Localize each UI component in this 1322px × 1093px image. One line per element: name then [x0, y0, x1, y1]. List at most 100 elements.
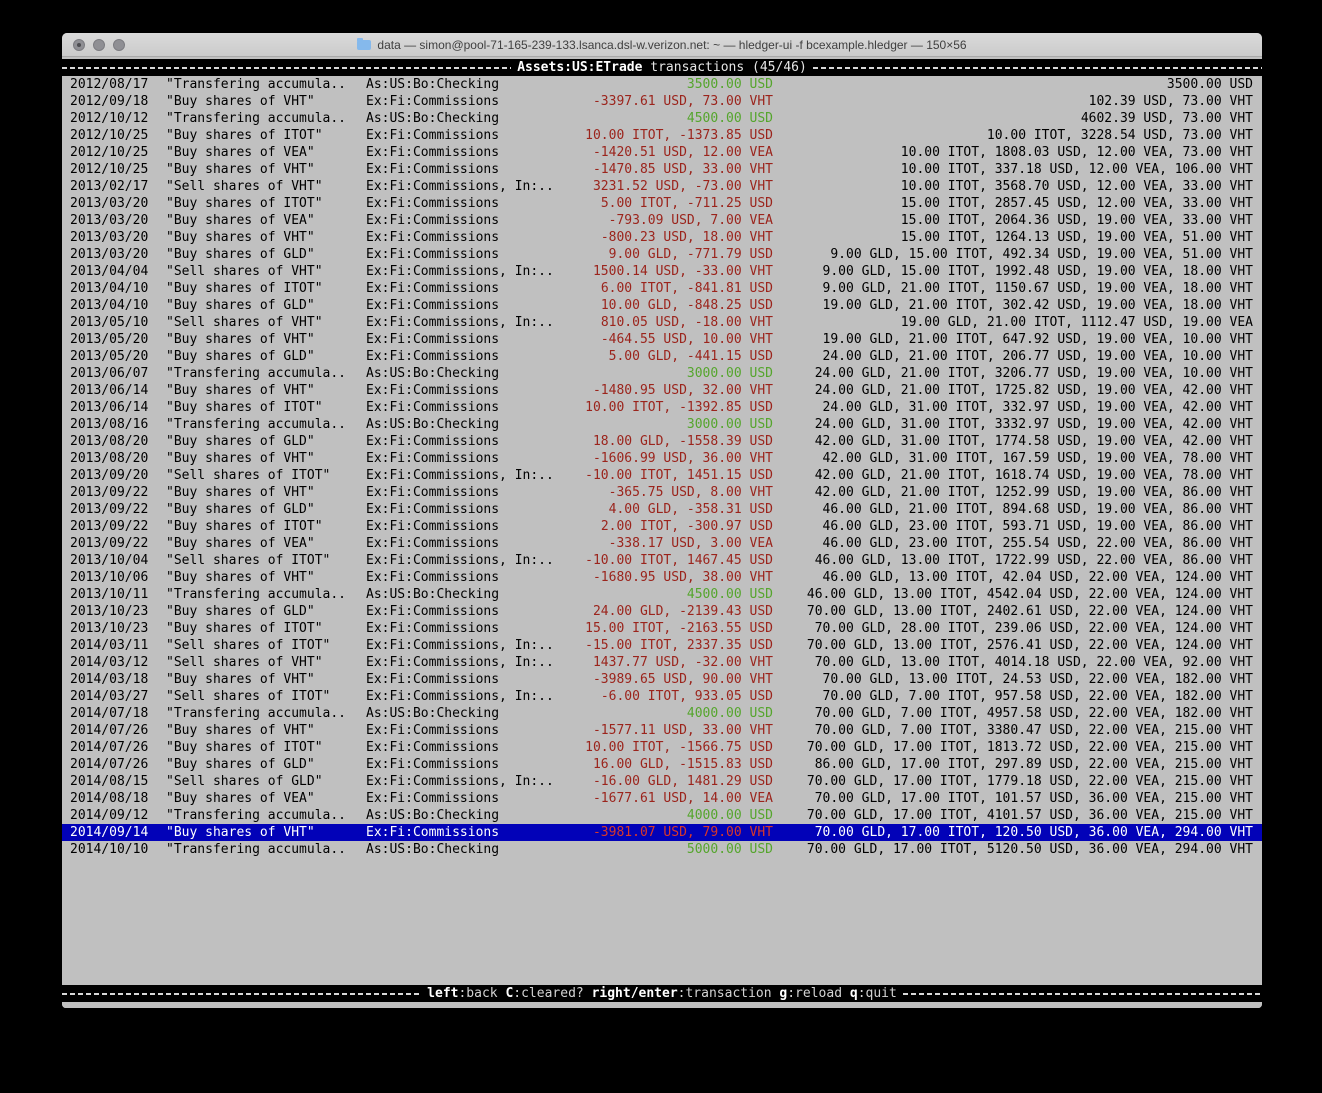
transaction-row[interactable]: 2013/09/22 "Buy shares of ITOT" Ex:Fi:Co… [62, 518, 1262, 535]
transaction-row[interactable]: 2013/04/10 "Buy shares of ITOT" Ex:Fi:Co… [62, 280, 1262, 297]
txn-date: 2013/08/16 [70, 417, 149, 432]
txn-description: "Buy shares of ITOT" [166, 196, 323, 211]
txn-running-balance: 15.00 ITOT, 2857.45 USD, 12.00 VEA, 33.0… [900, 196, 1253, 211]
transaction-row[interactable]: 2014/07/18 "Transfering accumula.. As:US… [62, 705, 1262, 722]
txn-change-amount: -16.00 GLD, 1481.29 USD [592, 774, 773, 789]
transaction-row[interactable]: 2013/04/10 "Buy shares of GLD" Ex:Fi:Com… [62, 297, 1262, 314]
txn-description: "Buy shares of GLD" [166, 502, 315, 517]
transaction-row[interactable]: 2013/05/10 "Sell shares of VHT" Ex:Fi:Co… [62, 314, 1262, 331]
transaction-row[interactable]: 2013/03/20 "Buy shares of ITOT" Ex:Fi:Co… [62, 195, 1262, 212]
transaction-row[interactable]: 2014/08/18 "Buy shares of VEA" Ex:Fi:Com… [62, 790, 1262, 807]
transaction-row[interactable]: 2013/10/04 "Sell shares of ITOT" Ex:Fi:C… [62, 552, 1262, 569]
txn-change-amount: 10.00 ITOT, -1373.85 USD [585, 128, 773, 143]
txn-description: "Sell shares of ITOT" [166, 553, 331, 568]
txn-running-balance: 70.00 GLD, 13.00 ITOT, 24.53 USD, 22.00 … [822, 672, 1253, 687]
transaction-row[interactable]: 2013/09/20 "Sell shares of ITOT" Ex:Fi:C… [62, 467, 1262, 484]
txn-description: "Buy shares of GLD" [166, 434, 315, 449]
transaction-row[interactable]: 2013/06/07 "Transfering accumula.. As:US… [62, 365, 1262, 382]
transaction-row[interactable]: 2013/06/14 "Buy shares of VHT" Ex:Fi:Com… [62, 382, 1262, 399]
screen-header-bar: Assets:US:ETrade transactions (45/46) [62, 59, 1262, 76]
txn-description: "Buy shares of ITOT" [166, 400, 323, 415]
txn-description: "Sell shares of VHT" [166, 264, 323, 279]
transaction-row[interactable]: 2013/02/17 "Sell shares of VHT" Ex:Fi:Co… [62, 178, 1262, 195]
txn-other-accounts: Ex:Fi:Commissions [366, 519, 500, 534]
transaction-row[interactable]: 2014/03/27 "Sell shares of ITOT" Ex:Fi:C… [62, 688, 1262, 705]
transaction-row[interactable]: 2012/08/17 "Transfering accumula.. As:US… [62, 76, 1262, 93]
txn-other-accounts: Ex:Fi:Commissions, In:.. [366, 553, 554, 568]
transaction-row[interactable]: 2013/03/20 "Buy shares of GLD" Ex:Fi:Com… [62, 246, 1262, 263]
txn-running-balance: 42.00 GLD, 21.00 ITOT, 1252.99 USD, 19.0… [814, 485, 1253, 500]
transaction-row[interactable]: 2014/07/26 "Buy shares of ITOT" Ex:Fi:Co… [62, 739, 1262, 756]
txn-change-amount: -1470.85 USD, 33.00 VHT [592, 162, 773, 177]
txn-change-amount: 15.00 ITOT, -2163.55 USD [585, 621, 773, 636]
txn-change-amount: 4500.00 USD [686, 111, 773, 126]
txn-date: 2013/03/20 [70, 213, 149, 228]
transaction-row[interactable]: 2013/03/20 "Buy shares of VEA" Ex:Fi:Com… [62, 212, 1262, 229]
txn-other-accounts: Ex:Fi:Commissions [366, 332, 500, 347]
txn-running-balance: 70.00 GLD, 17.00 ITOT, 101.57 USD, 36.00… [814, 791, 1253, 806]
transaction-row[interactable]: 2014/09/12 "Transfering accumula.. As:US… [62, 807, 1262, 824]
transaction-row[interactable]: 2013/09/22 "Buy shares of VHT" Ex:Fi:Com… [62, 484, 1262, 501]
txn-description: "Buy shares of ITOT" [166, 519, 323, 534]
txn-other-accounts: As:US:Bo:Checking [366, 842, 500, 857]
transaction-row[interactable]: 2013/09/22 "Buy shares of VEA" Ex:Fi:Com… [62, 535, 1262, 552]
screen-header-label: Assets:US:ETrade transactions (45/46) [511, 59, 813, 76]
transaction-row[interactable]: 2013/10/06 "Buy shares of VHT" Ex:Fi:Com… [62, 569, 1262, 586]
minimize-button[interactable] [93, 38, 105, 51]
txn-description: "Sell shares of VHT" [166, 315, 323, 330]
txn-description: "Buy shares of VHT" [166, 723, 315, 738]
transaction-row[interactable]: 2013/10/23 "Buy shares of ITOT" Ex:Fi:Co… [62, 620, 1262, 637]
transaction-row[interactable]: 2013/03/20 "Buy shares of VHT" Ex:Fi:Com… [62, 229, 1262, 246]
transaction-row[interactable]: 2012/10/25 "Buy shares of VHT" Ex:Fi:Com… [62, 161, 1262, 178]
transaction-row[interactable]: 2012/09/18 "Buy shares of VHT" Ex:Fi:Com… [62, 93, 1262, 110]
txn-date: 2013/10/04 [70, 553, 149, 568]
txn-running-balance: 70.00 GLD, 17.00 ITOT, 5120.50 USD, 36.0… [806, 842, 1253, 857]
transaction-row[interactable]: 2013/08/20 "Buy shares of VHT" Ex:Fi:Com… [62, 450, 1262, 467]
transaction-row[interactable]: 2013/06/14 "Buy shares of ITOT" Ex:Fi:Co… [62, 399, 1262, 416]
zoom-button[interactable] [113, 38, 125, 51]
txn-running-balance: 19.00 GLD, 21.00 ITOT, 647.92 USD, 19.00… [822, 332, 1253, 347]
txn-description: "Transfering accumula.. [166, 842, 347, 857]
transaction-row[interactable]: 2013/08/20 "Buy shares of GLD" Ex:Fi:Com… [62, 433, 1262, 450]
txn-date: 2014/09/14 [70, 825, 149, 840]
close-button[interactable] [73, 38, 85, 51]
transaction-row[interactable]: 2013/08/16 "Transfering accumula.. As:US… [62, 416, 1262, 433]
txn-description: "Buy shares of VHT" [166, 94, 315, 109]
window-titlebar[interactable]: data — simon@pool-71-165-239-133.lsanca.… [62, 33, 1262, 57]
transaction-row[interactable]: 2012/10/25 "Buy shares of ITOT" Ex:Fi:Co… [62, 127, 1262, 144]
transaction-row[interactable]: 2014/09/14 "Buy shares of VHT" Ex:Fi:Com… [62, 824, 1262, 841]
transaction-row[interactable]: 2013/10/23 "Buy shares of GLD" Ex:Fi:Com… [62, 603, 1262, 620]
txn-change-amount: -1480.95 USD, 32.00 VHT [592, 383, 773, 398]
txn-running-balance: 70.00 GLD, 13.00 ITOT, 2402.61 USD, 22.0… [806, 604, 1253, 619]
transaction-row[interactable]: 2013/05/20 "Buy shares of GLD" Ex:Fi:Com… [62, 348, 1262, 365]
transaction-row[interactable]: 2013/09/22 "Buy shares of GLD" Ex:Fi:Com… [62, 501, 1262, 518]
txn-date: 2013/03/20 [70, 196, 149, 211]
txn-change-amount: 3500.00 USD [686, 77, 773, 92]
txn-change-amount: -10.00 ITOT, 1451.15 USD [585, 468, 773, 483]
transaction-row[interactable]: 2013/04/04 "Sell shares of VHT" Ex:Fi:Co… [62, 263, 1262, 280]
transaction-row[interactable]: 2014/03/18 "Buy shares of VHT" Ex:Fi:Com… [62, 671, 1262, 688]
transaction-row[interactable]: 2014/10/10 "Transfering accumula.. As:US… [62, 841, 1262, 858]
txn-other-accounts: Ex:Fi:Commissions [366, 502, 500, 517]
txn-running-balance: 70.00 GLD, 17.00 ITOT, 120.50 USD, 36.00… [814, 825, 1253, 840]
transaction-row[interactable]: 2014/08/15 "Sell shares of GLD" Ex:Fi:Co… [62, 773, 1262, 790]
txn-date: 2013/09/22 [70, 519, 149, 534]
transaction-row[interactable]: 2014/07/26 "Buy shares of VHT" Ex:Fi:Com… [62, 722, 1262, 739]
txn-date: 2014/03/18 [70, 672, 149, 687]
txn-running-balance: 70.00 GLD, 7.00 ITOT, 4957.58 USD, 22.00… [814, 706, 1253, 721]
transaction-row[interactable]: 2012/10/12 "Transfering accumula.. As:US… [62, 110, 1262, 127]
transaction-row[interactable]: 2013/10/11 "Transfering accumula.. As:US… [62, 586, 1262, 603]
txn-description: "Buy shares of GLD" [166, 247, 315, 262]
txn-change-amount: -1606.99 USD, 36.00 VHT [592, 451, 773, 466]
transaction-row[interactable]: 2014/03/12 "Sell shares of VHT" Ex:Fi:Co… [62, 654, 1262, 671]
txn-other-accounts: Ex:Fi:Commissions [366, 536, 500, 551]
txn-change-amount: 1500.14 USD, -33.00 VHT [592, 264, 773, 279]
transaction-row[interactable]: 2014/03/11 "Sell shares of ITOT" Ex:Fi:C… [62, 637, 1262, 654]
txn-change-amount: 18.00 GLD, -1558.39 USD [592, 434, 773, 449]
txn-date: 2012/08/17 [70, 77, 149, 92]
transaction-row[interactable]: 2014/07/26 "Buy shares of GLD" Ex:Fi:Com… [62, 756, 1262, 773]
txn-date: 2013/09/22 [70, 502, 149, 517]
transaction-row[interactable]: 2013/05/20 "Buy shares of VHT" Ex:Fi:Com… [62, 331, 1262, 348]
transaction-row[interactable]: 2012/10/25 "Buy shares of VEA" Ex:Fi:Com… [62, 144, 1262, 161]
txn-description: "Buy shares of VEA" [166, 145, 315, 160]
